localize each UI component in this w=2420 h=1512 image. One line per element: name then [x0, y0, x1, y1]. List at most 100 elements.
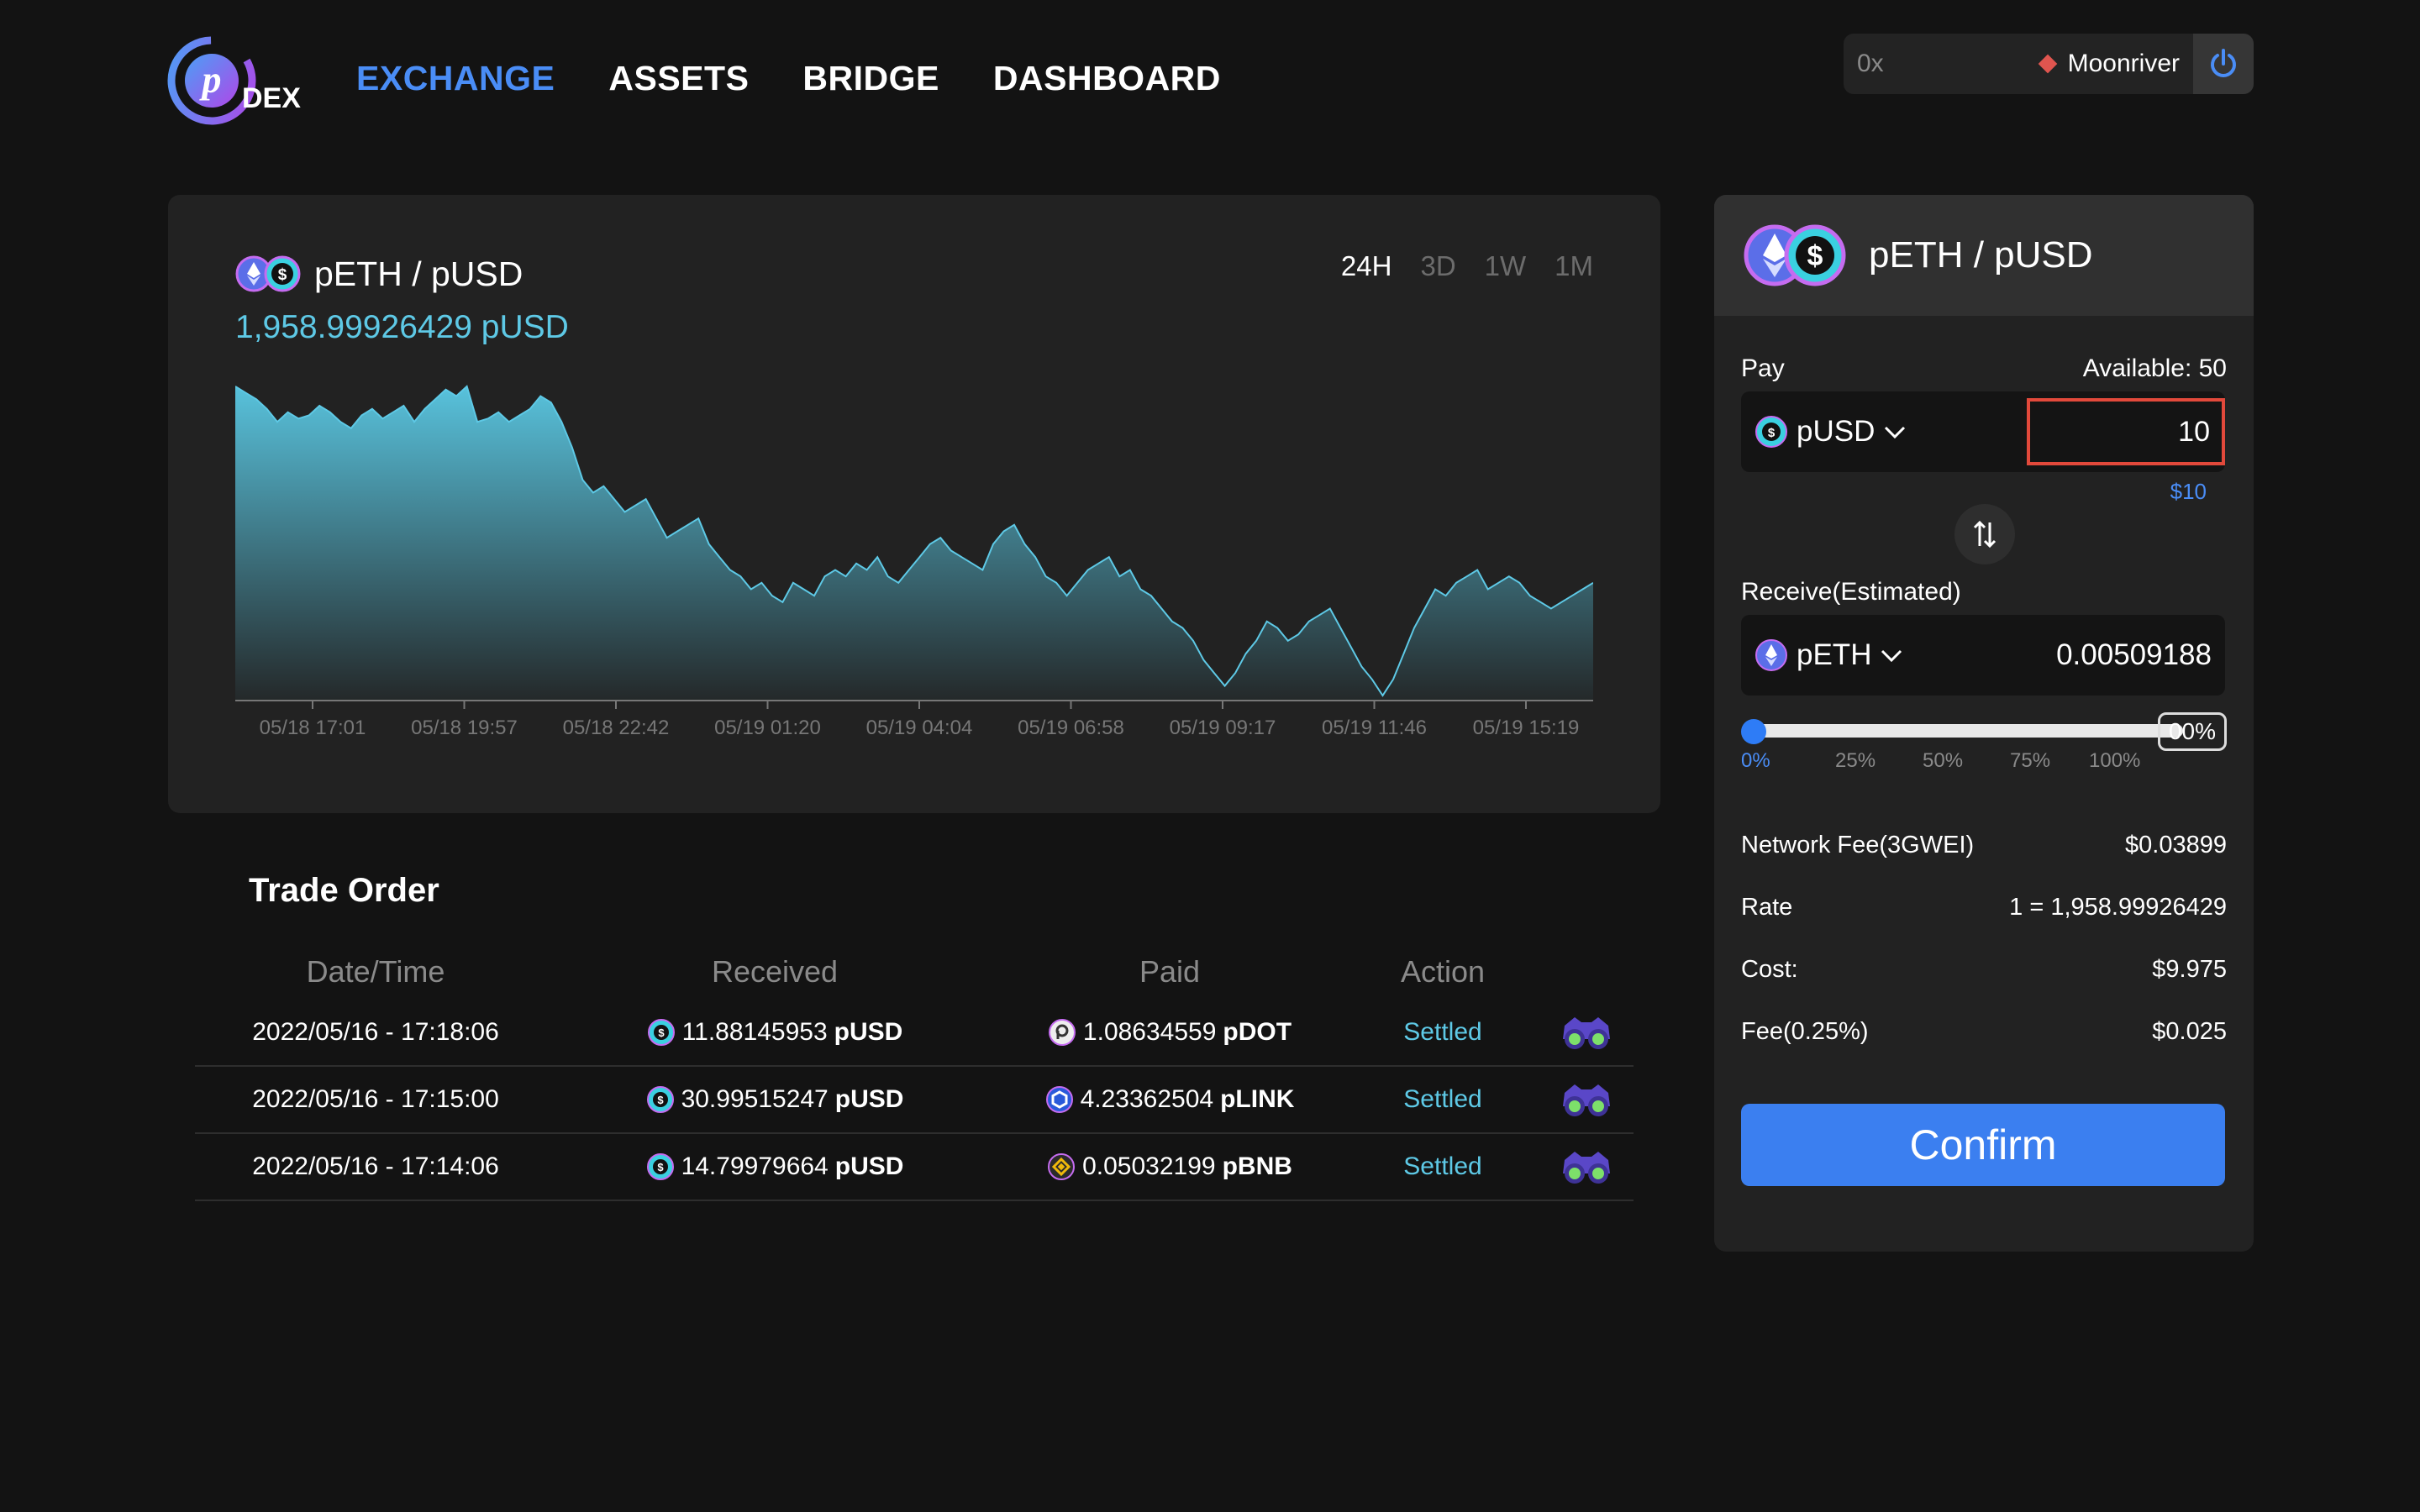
binoculars-icon — [1563, 1017, 1610, 1049]
x-tick-label: 05/19 09:17 — [1170, 717, 1276, 739]
receive-amount: 0.00509188 — [2056, 638, 2212, 671]
row-status[interactable]: Settled — [1403, 1085, 1482, 1113]
range-3d[interactable]: 3D — [1420, 250, 1456, 281]
peth-pusd-pair-icon: $ — [235, 255, 301, 292]
svg-text:$: $ — [1807, 240, 1823, 272]
row-datetime: 2022/05/16 - 17:15:00 — [252, 1085, 499, 1113]
row-status[interactable]: Settled — [1403, 1152, 1482, 1180]
trade-order-title: Trade Order — [249, 872, 439, 909]
available-balance: Available: 50 — [2082, 354, 2227, 382]
x-tick-label: 05/18 22:42 — [563, 717, 670, 739]
row-datetime: 2022/05/16 - 17:18:06 — [252, 1018, 499, 1046]
header-paid: Paid — [1139, 954, 1201, 989]
svg-text:$: $ — [657, 1161, 664, 1173]
binoculars-icon — [1563, 1152, 1610, 1184]
logo-icon: p — [167, 36, 256, 125]
trade-order-table: Date/Time Received Paid Action 2022/05/1… — [195, 944, 1634, 1201]
main-nav: EXCHANGE ASSETS BRIDGE DASHBOARD — [356, 59, 1221, 98]
price-area — [235, 386, 1593, 701]
row-paid: 4.23362504 pLINK — [993, 1085, 1346, 1114]
current-price: 1,958.99926429 pUSD — [235, 309, 569, 345]
range-1w[interactable]: 1W — [1484, 250, 1527, 281]
x-tick-label: 05/19 06:58 — [1018, 717, 1124, 739]
x-tick-label: 05/19 15:19 — [1473, 717, 1580, 739]
x-tick-label: 05/19 01:20 — [714, 717, 821, 739]
row-received: $ 14.79979664 pUSD — [556, 1152, 993, 1181]
svg-text:p: p — [199, 58, 222, 101]
pusd-icon: $ — [647, 1019, 675, 1046]
range-24h[interactable]: 24H — [1340, 250, 1392, 281]
pay-label-row: Pay Available: 50 — [1741, 354, 2227, 383]
x-tick-label: 05/18 17:01 — [260, 717, 366, 739]
price-area-chart: 05/18 17:01 05/18 19:57 05/18 22:42 05/19 0… — [235, 385, 1593, 739]
chart-pair-title: pETH / pUSD — [314, 254, 523, 293]
pay-token-selector[interactable]: $ pUSD — [1741, 415, 1907, 449]
amount-slider-track[interactable] — [1751, 724, 2183, 738]
view-details-button[interactable] — [1539, 1148, 1634, 1185]
chart-pair: $ pETH / pUSD — [235, 254, 523, 294]
wallet-widget[interactable]: 0x Moonriver — [1844, 34, 2254, 94]
receive-label: Receive(Estimated) — [1741, 578, 1961, 606]
pay-usd-value: $10 — [2170, 479, 2207, 504]
x-tick-label: 05/19 11:46 — [1322, 717, 1427, 739]
receive-token-selector[interactable]: pETH — [1741, 638, 1903, 672]
x-tick-label: 05/19 04:04 — [866, 717, 973, 739]
table-header: Date/Time Received Paid Action — [195, 944, 1634, 1000]
range-1m[interactable]: 1M — [1555, 250, 1593, 281]
receive-token-name: pETH — [1797, 638, 1872, 671]
network-name: Moonriver — [2067, 50, 2180, 77]
row-received: $ 30.99515247 pUSD — [556, 1085, 993, 1114]
pay-token-box: $ pUSD — [1741, 391, 2225, 472]
row-datetime: 2022/05/16 - 17:14:06 — [252, 1152, 499, 1180]
swap-arrows-icon — [1973, 520, 1996, 549]
table-row: 2022/05/16 - 17:14:06 $ 14.79979664 pUSD… — [195, 1134, 1634, 1201]
chevron-down-icon — [1885, 426, 1906, 439]
header-action: Action — [1400, 954, 1486, 989]
pusd-icon: $ — [1755, 416, 1787, 448]
chevron-down-icon — [1881, 649, 1902, 663]
row-received: $ 11.88145953 pUSD — [556, 1018, 993, 1047]
swap-pair-title: pETH / pUSD — [1869, 234, 2093, 276]
pay-amount-input[interactable] — [2027, 398, 2225, 465]
row-paid: 1.08634559 pDOT — [993, 1018, 1346, 1047]
row-status[interactable]: Settled — [1403, 1018, 1482, 1046]
pdot-icon — [1048, 1019, 1076, 1046]
view-details-button[interactable] — [1539, 1014, 1634, 1051]
view-details-button[interactable] — [1539, 1081, 1634, 1118]
header-received: Received — [711, 954, 839, 989]
swap-direction-button[interactable] — [1954, 504, 2015, 564]
tick-100[interactable]: 100% — [2089, 749, 2141, 772]
tick-0[interactable]: 0% — [1741, 749, 1770, 772]
slider-percent-input[interactable]: 00% — [2158, 712, 2227, 751]
cost-row: Cost: $9.975 — [1741, 956, 2227, 983]
swap-panel: $ pETH / pUSD Pay Available: 50 $ pUSD $… — [1714, 195, 2254, 1252]
network-fee-row: Network Fee(3GWEI) $0.03899 — [1741, 832, 2227, 858]
row-paid: 0.05032199 pBNB — [993, 1152, 1346, 1181]
receive-label-row: Receive(Estimated) — [1741, 578, 2227, 606]
confirm-button[interactable]: Confirm — [1741, 1104, 2225, 1186]
table-row: 2022/05/16 - 17:15:00 $ 30.99515247 pUSD… — [195, 1067, 1634, 1134]
logo[interactable]: p DEX — [165, 34, 308, 128]
swap-header: $ pETH / pUSD — [1714, 195, 2254, 316]
disconnect-button[interactable] — [2193, 34, 2254, 94]
nav-assets[interactable]: ASSETS — [608, 59, 750, 97]
rate-row: Rate 1 = 1,958.99926429 — [1741, 894, 2227, 921]
logo-text: DEX — [242, 82, 301, 114]
nav-bridge[interactable]: BRIDGE — [802, 59, 939, 97]
svg-text:$: $ — [657, 1094, 664, 1106]
nav-dashboard[interactable]: DASHBOARD — [992, 59, 1221, 97]
network-diamond-icon — [2038, 54, 2057, 74]
network-selector[interactable]: Moonriver — [2038, 50, 2193, 78]
receive-token-box: pETH 0.00509188 — [1741, 615, 2225, 696]
plink-icon — [1045, 1086, 1073, 1113]
price-line — [235, 385, 1593, 697]
nav-exchange[interactable]: EXCHANGE — [356, 59, 555, 97]
amount-slider-handle[interactable] — [1741, 719, 1766, 744]
tick-50[interactable]: 50% — [1923, 749, 1964, 772]
tick-75[interactable]: 75% — [2010, 749, 2051, 772]
wallet-address[interactable]: 0x — [1857, 50, 1884, 77]
power-icon — [2211, 49, 2236, 77]
pay-label: Pay — [1741, 354, 1785, 382]
tick-25[interactable]: 25% — [1835, 749, 1876, 772]
pusd-icon: $ — [646, 1153, 674, 1180]
